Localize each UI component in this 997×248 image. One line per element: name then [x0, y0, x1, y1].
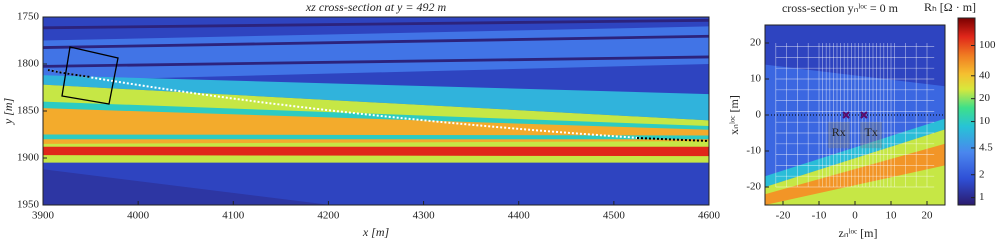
- x-tick-label: 0: [852, 210, 858, 222]
- colorbar-tick-label: 4.5: [979, 141, 993, 153]
- y-axis-label: y [m]: [1, 98, 15, 126]
- layer: [43, 18, 709, 30]
- x-tick-label: 4000: [127, 210, 150, 222]
- layer: [43, 146, 709, 157]
- label-box: [860, 122, 883, 149]
- colorbar-tick-label: 20: [979, 92, 991, 104]
- y-tick-label: -10: [746, 145, 761, 157]
- receiver-label: Rx: [832, 125, 846, 139]
- y-axis-label: xₙˡᵒᶜ [m]: [727, 95, 741, 135]
- x-tick-label: -20: [776, 210, 791, 222]
- title: cross-section yₙˡᵒᶜ = 0 m: [782, 1, 899, 15]
- colorbar-tick-label: 10: [979, 115, 991, 127]
- x-tick-label: 4400: [508, 210, 531, 222]
- y-tick-label: 1800: [17, 58, 40, 70]
- y-tick-label: 10: [750, 73, 762, 85]
- x-tick-label: 3900: [32, 210, 55, 222]
- x-axis-label: x [m]: [362, 225, 390, 239]
- x-tick-label: -10: [812, 210, 827, 222]
- layer: [43, 134, 709, 140]
- colorbar-tick-label: 40: [979, 69, 991, 81]
- layer: [43, 55, 709, 68]
- y-tick-label: 1900: [17, 152, 40, 164]
- colorbar-tick-label: 100: [979, 39, 996, 51]
- layer: [43, 34, 709, 49]
- label-box: [827, 122, 850, 149]
- trajectory-end: [636, 137, 710, 142]
- layer: [43, 75, 709, 121]
- y-tick-label: 1950: [17, 199, 40, 211]
- colorbar-tick-label: 2: [979, 168, 985, 180]
- colorbar: [957, 17, 976, 206]
- plot-area: [43, 17, 709, 205]
- y-tick-label: 20: [750, 37, 762, 49]
- figure: Rx Tx xz cross-section at y = 492 m x [m]…: [1, 0, 996, 240]
- x-axis-label: zₙˡᵒᶜ [m]: [839, 226, 878, 240]
- receiver-marker: [842, 111, 850, 119]
- x-tick-label: 4500: [603, 210, 626, 222]
- layer: [43, 101, 709, 130]
- trajectory: [47, 69, 641, 139]
- layer: [43, 169, 331, 205]
- y-tick-label: 1850: [17, 105, 40, 117]
- x-tick-label: 20: [922, 210, 934, 222]
- y-tick-label: 1750: [17, 11, 40, 23]
- y-tick-label: 0: [756, 109, 762, 121]
- y-tick-label: -20: [746, 181, 761, 193]
- colorbar-label: Rₕ [Ω · m]: [924, 0, 976, 14]
- transmitter-marker: [860, 111, 868, 119]
- x-tick-label: 10: [886, 210, 898, 222]
- x-tick-label: 4100: [222, 210, 245, 222]
- overlay: [47, 46, 710, 142]
- x-tick-label: 4600: [698, 210, 721, 222]
- colorbar-tick-label: 1: [979, 191, 985, 203]
- layer: [43, 106, 709, 144]
- x-tick-label: 4300: [413, 210, 436, 222]
- overlay: Rx Tx: [765, 43, 945, 188]
- x-tick-label: 4200: [317, 210, 340, 222]
- transmitter-label: Tx: [865, 125, 878, 139]
- window-box: [61, 46, 119, 105]
- title: xz cross-section at y = 492 m: [305, 0, 447, 14]
